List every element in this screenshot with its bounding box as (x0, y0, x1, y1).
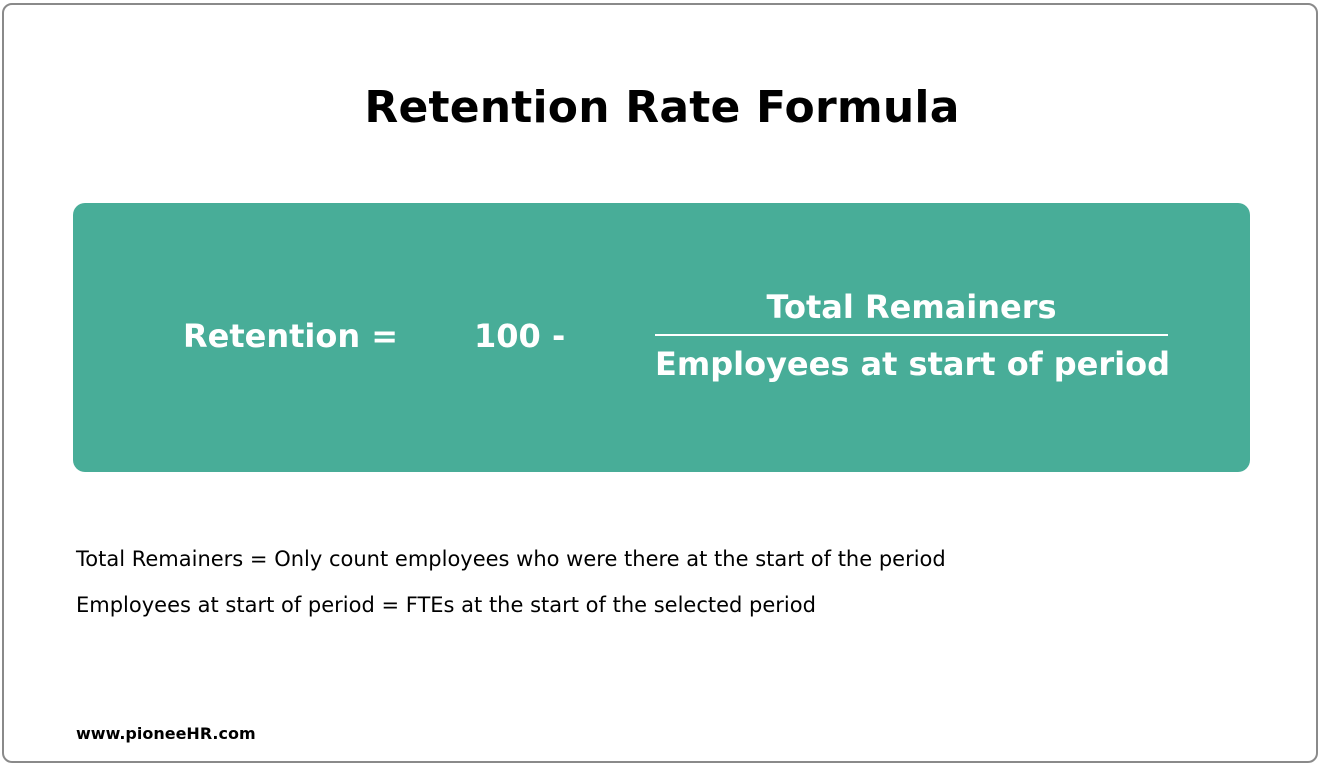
fraction-bar (655, 334, 1168, 336)
page-title: Retention Rate Formula (364, 82, 960, 133)
formula-constant: 100 - (474, 317, 566, 355)
formula-fraction: Total Remainers Employees at start of pe… (655, 285, 1170, 386)
footer-url: www.pioneeHR.com (76, 724, 256, 743)
fraction-numerator: Total Remainers (766, 288, 1057, 326)
definition-employees-start: Employees at start of period = FTEs at t… (76, 593, 816, 617)
formula-lhs: Retention = (183, 317, 399, 355)
definition-total-remainers: Total Remainers = Only count employees w… (76, 547, 946, 571)
fraction-denominator: Employees at start of period (655, 345, 1170, 383)
formula-panel: Retention = 100 - Total Remainers Employ… (73, 203, 1250, 472)
